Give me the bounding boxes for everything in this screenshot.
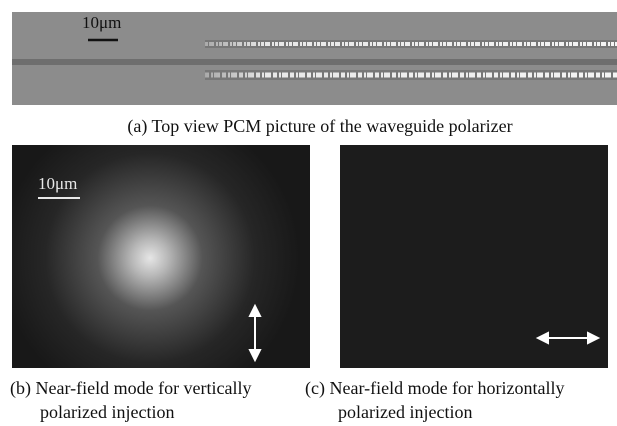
- caption: polarized injection: [40, 402, 174, 422]
- near-field-image: [340, 145, 608, 368]
- figure: 10μm (a) Top view PCM picture of the wav…: [0, 0, 617, 426]
- scale-label: 10μm: [38, 174, 77, 193]
- caption: (a) Top view PCM picture of the waveguid…: [127, 116, 512, 137]
- scale-label: 10μm: [82, 13, 121, 32]
- caption: (b) Near-field mode for vertically: [10, 378, 252, 399]
- page: {"panels": [ {"scale_label": "10μm", "ca…: [0, 0, 617, 426]
- waveguide-edge: [12, 59, 617, 65]
- caption: (c) Near-field mode for horizontally: [305, 378, 565, 399]
- panel-a: 10μm: [12, 12, 617, 105]
- caption: polarized injection: [338, 402, 472, 422]
- panel-b: 10μm: [12, 145, 310, 368]
- panel-c: [340, 145, 608, 368]
